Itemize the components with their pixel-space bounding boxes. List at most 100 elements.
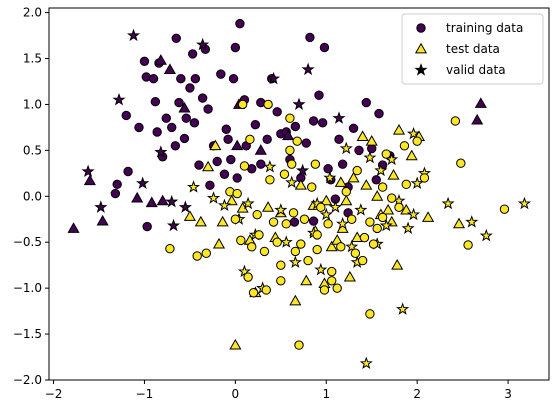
training-data-point: [165, 243, 175, 254]
training-data-point: [256, 159, 266, 169]
training-data-point: [201, 248, 211, 258]
training-data-point: [381, 149, 391, 159]
training-data-point: [185, 83, 195, 93]
training-data-point: [110, 188, 121, 199]
test-data-point: [471, 113, 484, 125]
training-data-point: [248, 288, 259, 298]
valid-data-point: [323, 171, 337, 184]
test-data-point: [202, 160, 215, 172]
y-tick-label: 1.5: [23, 52, 42, 66]
y-tick-label: 2.0: [23, 6, 42, 20]
valid-data-point: [206, 191, 221, 204]
valid-data-point: [396, 302, 410, 315]
valid-data-point: [354, 203, 368, 216]
valid-data-point: [401, 221, 415, 235]
training-data-point: [232, 173, 242, 183]
training-data-point: [228, 74, 239, 84]
training-data-point: [279, 169, 290, 179]
test-data-point: [163, 63, 176, 74]
y-tick-label: 1.0: [23, 97, 42, 111]
test-data-point: [194, 215, 207, 227]
legend-marker-icon: [416, 23, 426, 33]
training-data-point: [112, 179, 122, 190]
training-data-point: [245, 134, 255, 145]
training-data-point: [287, 159, 297, 169]
training-data-point: [250, 119, 261, 130]
valid-data-point: [237, 264, 252, 278]
legend-label: valid data: [446, 63, 506, 77]
training-data-point: [247, 242, 257, 252]
test-data-point: [209, 139, 222, 151]
training-data-point: [314, 90, 324, 100]
training-data-point: [301, 138, 311, 148]
x-tick-label: 2: [413, 387, 421, 401]
y-tick-label: −0.5: [13, 235, 42, 249]
test-data-point: [154, 54, 167, 65]
test-data-point: [360, 179, 373, 190]
training-data-point: [197, 93, 208, 103]
training-data-point: [354, 145, 364, 156]
plot-frame: [48, 7, 550, 381]
training-data-point: [294, 340, 304, 350]
valid-data-point: [359, 356, 373, 370]
training-data-point: [450, 116, 461, 126]
training-data-point: [352, 165, 362, 176]
valid-data-point: [363, 150, 377, 164]
test-data-point: [365, 134, 378, 146]
valid-data-point: [332, 111, 346, 124]
y-tick-label: 0.0: [23, 189, 42, 203]
training-data-point: [205, 180, 215, 190]
training-data-point: [456, 158, 466, 168]
valid-data-point: [196, 37, 210, 51]
test-data-point: [216, 215, 229, 227]
training-data-point: [348, 123, 359, 134]
test-data-point: [400, 203, 413, 215]
training-data-point: [176, 74, 186, 84]
valid-data-point: [479, 228, 493, 242]
training-data-point: [276, 276, 286, 286]
valid-data-point: [406, 126, 421, 140]
valid-data-point: [465, 215, 479, 228]
valid-data-point: [154, 145, 168, 158]
valid-data-point: [292, 97, 306, 111]
test-data-point: [212, 237, 226, 249]
legend-label: test data: [446, 42, 500, 56]
valid-data-point: [301, 62, 315, 76]
training-data-point: [276, 260, 286, 270]
training-data-point: [181, 113, 191, 123]
training-data-point: [336, 242, 346, 252]
training-data-point: [243, 272, 253, 282]
training-data-point: [235, 18, 245, 29]
valid-data-point: [81, 164, 95, 178]
training-data-point: [139, 56, 150, 66]
test-data-point: [356, 130, 369, 141]
training-data-point: [312, 230, 322, 240]
training-data-point: [292, 136, 302, 146]
test-data-point: [225, 194, 238, 206]
test-data-point: [262, 201, 275, 212]
test-data-point: [351, 231, 364, 243]
training-data-point: [377, 212, 388, 223]
test-data-point: [300, 274, 313, 286]
test-data-point: [382, 203, 395, 215]
test-data-point: [231, 139, 244, 151]
test-data-point: [294, 179, 307, 190]
training-data-point: [365, 217, 375, 227]
training-data-point: [190, 74, 201, 84]
training-data-point: [189, 118, 200, 128]
y-tick-label: −2.0: [13, 373, 42, 387]
training-data-point: [371, 175, 381, 185]
training-data-point: [252, 209, 262, 220]
training-data-point: [203, 104, 213, 114]
test-data-point: [131, 191, 144, 203]
valid-data-point: [94, 200, 108, 213]
training-data-point: [387, 193, 397, 203]
training-data-point: [399, 141, 410, 151]
training-data-point: [285, 113, 295, 123]
valid-data-point: [285, 175, 299, 189]
training-data-point: [290, 246, 301, 257]
test-data-point: [392, 123, 406, 135]
training-data-point: [319, 285, 330, 295]
x-tick-label: −1: [136, 387, 154, 401]
valid-data-point: [319, 207, 333, 221]
